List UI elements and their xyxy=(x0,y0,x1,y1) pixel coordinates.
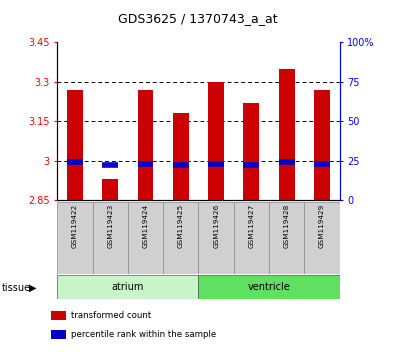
Bar xyxy=(199,202,234,274)
Text: percentile rank within the sample: percentile rank within the sample xyxy=(71,330,216,339)
Text: GSM119429: GSM119429 xyxy=(319,204,325,248)
Bar xyxy=(51,311,66,320)
Text: transformed count: transformed count xyxy=(71,311,152,320)
Text: ▶: ▶ xyxy=(29,283,36,293)
Text: GDS3625 / 1370743_a_at: GDS3625 / 1370743_a_at xyxy=(118,12,277,25)
Bar xyxy=(269,202,305,274)
Text: GSM119427: GSM119427 xyxy=(248,204,254,248)
Bar xyxy=(234,202,269,274)
Text: GSM119424: GSM119424 xyxy=(143,204,149,248)
Text: GSM119422: GSM119422 xyxy=(72,204,78,248)
Bar xyxy=(92,202,128,274)
Bar xyxy=(137,90,154,200)
Bar xyxy=(57,275,199,299)
Text: GSM119425: GSM119425 xyxy=(178,204,184,248)
Bar xyxy=(173,113,189,200)
Text: tissue: tissue xyxy=(2,283,31,293)
Bar xyxy=(67,90,83,200)
Bar xyxy=(208,82,224,200)
Bar xyxy=(51,330,66,339)
Text: atrium: atrium xyxy=(112,282,144,292)
Bar xyxy=(57,202,92,274)
Text: ventricle: ventricle xyxy=(248,282,290,292)
Text: GSM119423: GSM119423 xyxy=(107,204,113,248)
Bar xyxy=(163,202,198,274)
Bar xyxy=(243,103,260,200)
Bar xyxy=(314,90,330,200)
Bar xyxy=(279,69,295,200)
Bar xyxy=(199,275,340,299)
Bar xyxy=(305,202,340,274)
Text: GSM119428: GSM119428 xyxy=(284,204,290,248)
Bar xyxy=(128,202,163,274)
Bar xyxy=(102,179,118,200)
Text: GSM119426: GSM119426 xyxy=(213,204,219,248)
